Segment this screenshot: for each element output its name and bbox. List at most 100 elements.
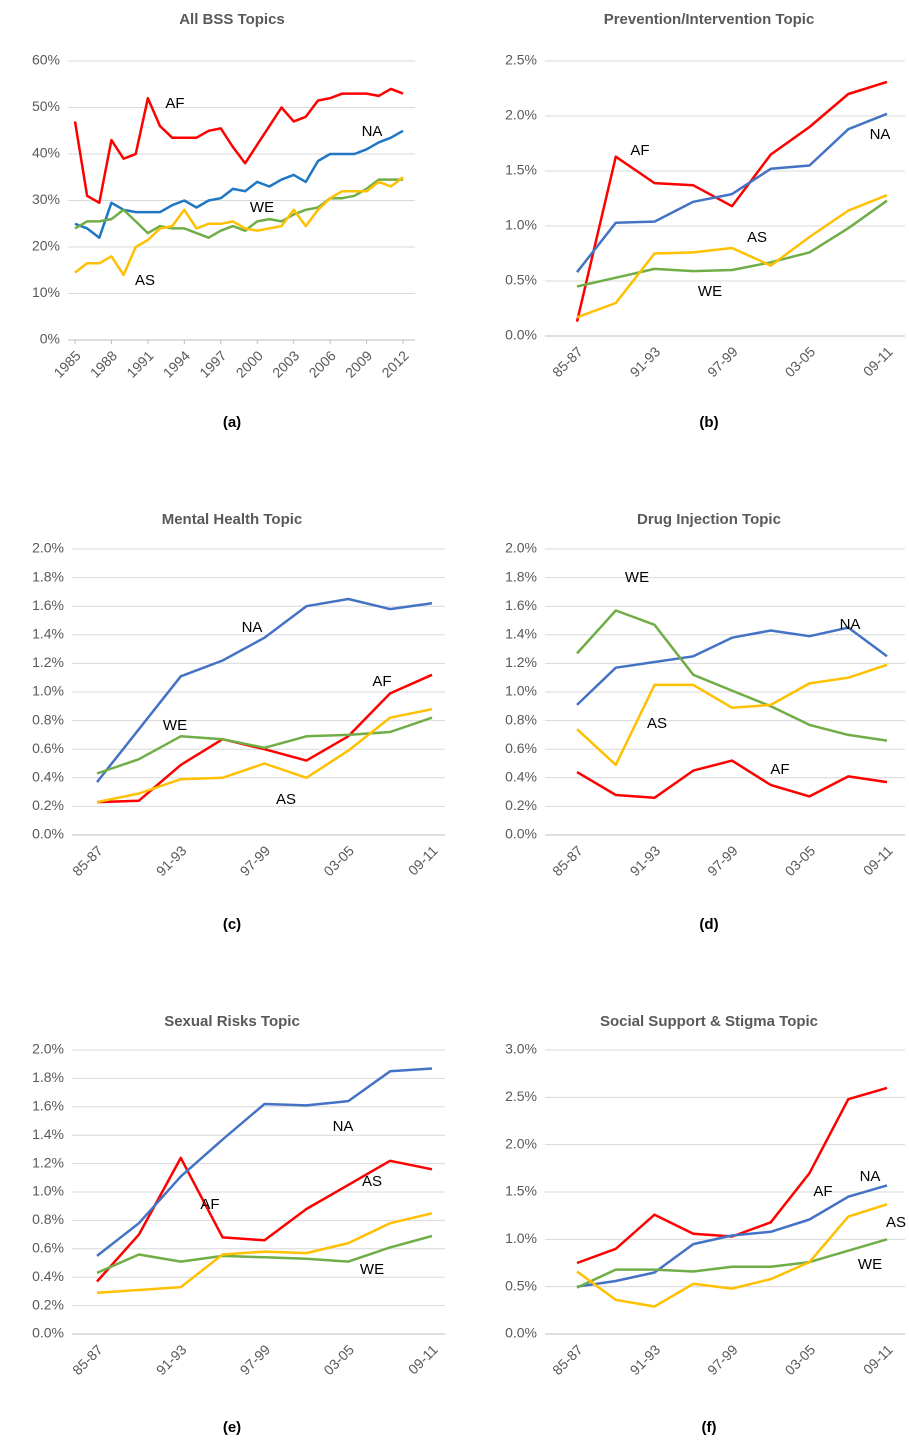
y-tick-label: 0.0%: [32, 826, 64, 842]
series-label: NA: [362, 123, 383, 140]
y-tick-label: 40%: [32, 145, 60, 161]
x-tick-label: 2003: [269, 347, 302, 380]
series-label: NA: [860, 1168, 881, 1185]
y-tick-label: 20%: [32, 238, 60, 254]
chart-title: Social Support & Stigma Topic: [600, 1013, 818, 1030]
y-tick-label: 0.0%: [32, 1325, 64, 1341]
chart-title: Prevention/Intervention Topic: [604, 11, 815, 28]
series-line: [96, 707, 433, 804]
y-tick-label: 1.4%: [505, 626, 537, 642]
y-tick-label: 2.0%: [505, 540, 537, 556]
x-tick-label: 85-87: [69, 1341, 106, 1378]
series-line: [576, 609, 888, 742]
x-tick-label: 09-11: [860, 343, 896, 379]
series-line: [576, 759, 888, 800]
y-tick-label: 1.8%: [32, 1069, 64, 1085]
y-tick-label: 1.2%: [505, 654, 537, 670]
x-tick-label: 85-87: [549, 343, 586, 380]
series-label: AF: [813, 1183, 832, 1200]
x-tick-label: 97-99: [704, 1341, 741, 1378]
series-label: NA: [870, 126, 891, 143]
x-tick-label: 1988: [87, 347, 120, 380]
y-tick-label: 0.4%: [32, 769, 64, 785]
series-label: WE: [625, 569, 649, 586]
series-label: WE: [163, 717, 187, 734]
y-tick-label: 0.2%: [505, 797, 537, 813]
y-tick-label: 0.6%: [32, 740, 64, 756]
series-line: [576, 1238, 888, 1289]
series-line: [575, 80, 888, 322]
series-line: [96, 597, 433, 783]
y-tick-label: 60%: [32, 52, 60, 68]
y-tick-label: 0.6%: [505, 740, 537, 756]
y-tick-label: 0.4%: [505, 769, 537, 785]
series-label: AS: [276, 791, 296, 808]
x-tick-label: 91-93: [627, 1341, 664, 1378]
x-tick-label: 1997: [196, 347, 229, 380]
series-label: AS: [135, 272, 155, 289]
y-tick-label: 1.4%: [32, 1126, 64, 1142]
x-tick-label: 1994: [160, 347, 193, 380]
y-tick-label: 0.2%: [32, 1296, 64, 1312]
series-line: [74, 178, 403, 239]
y-tick-label: 1.6%: [32, 1098, 64, 1114]
series-line: [96, 1067, 433, 1257]
y-tick-label: 1.8%: [32, 568, 64, 584]
series-label: AS: [647, 715, 667, 732]
x-tick-label: 03-05: [320, 842, 357, 879]
x-tick-label: 09-11: [860, 842, 896, 878]
panel-caption: (b): [699, 414, 718, 431]
series-line: [576, 194, 888, 319]
x-tick-label: 2000: [233, 347, 266, 380]
x-tick-label: 2006: [306, 347, 339, 380]
panel-caption: (d): [699, 916, 718, 933]
y-tick-label: 2.0%: [505, 107, 537, 123]
panel-caption: (c): [223, 916, 241, 933]
y-tick-label: 2.5%: [505, 1088, 537, 1104]
y-tick-label: 0.4%: [32, 1268, 64, 1284]
x-tick-label: 97-99: [237, 1341, 274, 1378]
series-label: AS: [886, 1214, 906, 1231]
x-tick-label: 09-11: [860, 1341, 896, 1377]
series-line: [96, 1234, 433, 1275]
y-tick-label: 1.0%: [32, 683, 64, 699]
y-tick-label: 0.8%: [32, 711, 64, 727]
x-tick-label: 03-05: [782, 343, 819, 380]
series-label: WE: [250, 199, 274, 216]
series-label: NA: [333, 1118, 354, 1135]
x-tick-label: 97-99: [704, 343, 741, 380]
series-line: [96, 673, 433, 804]
x-tick-label: 91-93: [627, 842, 664, 879]
y-tick-label: 1.0%: [505, 1230, 537, 1246]
series-label: AF: [200, 1196, 219, 1213]
series-line: [576, 1184, 888, 1288]
chart-title: Mental Health Topic: [162, 511, 303, 528]
y-tick-label: 1.8%: [505, 568, 537, 584]
x-tick-label: 1991: [123, 347, 156, 380]
y-tick-label: 0.6%: [32, 1240, 64, 1256]
y-tick-label: 2.5%: [505, 52, 537, 68]
x-tick-label: 1985: [50, 347, 83, 380]
y-tick-label: 0.2%: [32, 797, 64, 813]
y-tick-label: 3.0%: [505, 1041, 537, 1057]
series-label: WE: [698, 283, 722, 300]
series-label: NA: [242, 619, 263, 636]
series-label: NA: [840, 616, 861, 633]
x-tick-label: 85-87: [69, 842, 106, 879]
panel-caption: (f): [702, 1419, 717, 1436]
x-tick-label: 03-05: [320, 1341, 357, 1378]
y-tick-label: 1.6%: [32, 597, 64, 613]
y-tick-label: 30%: [32, 191, 60, 207]
x-tick-label: 09-11: [405, 842, 441, 878]
x-tick-label: 2012: [378, 347, 411, 380]
y-tick-label: 1.2%: [32, 1154, 64, 1170]
y-tick-label: 2.0%: [32, 1041, 64, 1057]
chart-title: Sexual Risks Topic: [164, 1013, 300, 1030]
x-tick-label: 91-93: [153, 842, 190, 879]
y-tick-label: 0.0%: [505, 327, 537, 343]
y-tick-label: 1.0%: [505, 217, 537, 233]
y-tick-label: 0%: [40, 331, 60, 347]
y-tick-label: 0.8%: [505, 711, 537, 727]
chart-title: All BSS Topics: [179, 11, 285, 28]
x-tick-label: 03-05: [782, 842, 819, 879]
